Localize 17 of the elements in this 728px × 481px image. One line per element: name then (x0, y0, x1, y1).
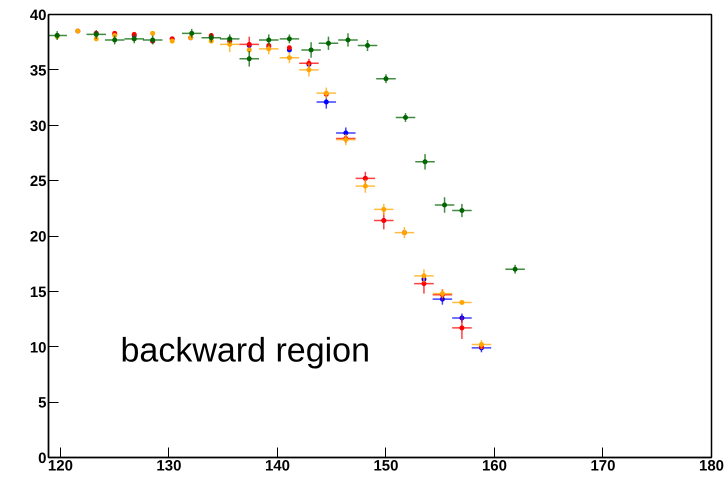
y-tick-label: 0 (38, 450, 46, 467)
y-tick-label: 30 (30, 118, 47, 135)
annotation: backward region (120, 332, 370, 370)
y-tick-label: 35 (30, 62, 47, 80)
x-tick-label: 150 (373, 458, 398, 474)
y-tick-label: 40 (30, 7, 47, 24)
y-tick-label: 5 (38, 394, 46, 412)
x-tick-label: 120 (48, 458, 73, 474)
y-tick-label: 20 (30, 228, 47, 246)
x-tick-label: 130 (156, 458, 182, 474)
x-tick-label: 170 (590, 458, 616, 474)
x-tick-label: 160 (482, 458, 507, 474)
x-tick-label: 180 (698, 458, 724, 474)
y-tick-label: 25 (30, 173, 47, 190)
y-tick-label: 10 (30, 339, 47, 356)
x-tick-label: 140 (264, 458, 290, 474)
y-tick-label: 15 (30, 284, 47, 301)
